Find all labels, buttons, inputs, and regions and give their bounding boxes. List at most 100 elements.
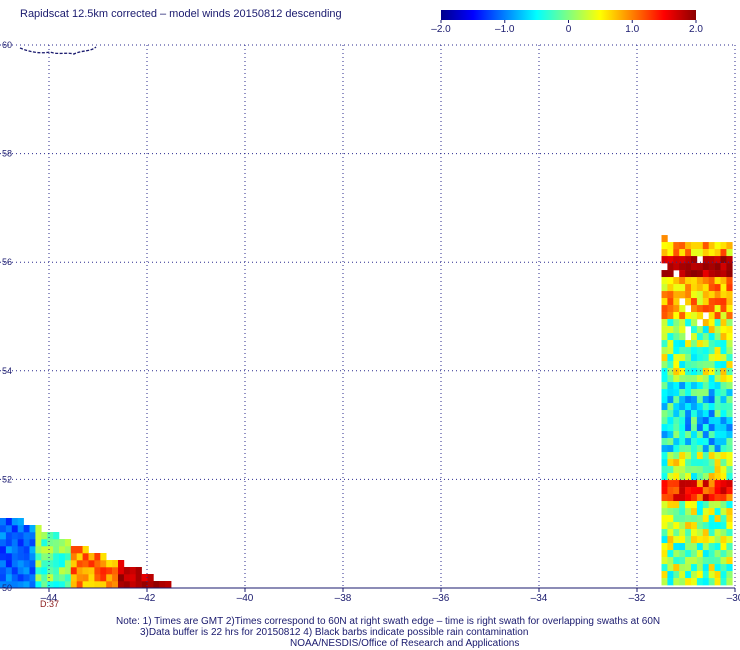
heatmap-cell [720, 368, 727, 376]
heatmap-cell [685, 578, 692, 586]
heatmap-cell [11, 546, 18, 554]
heatmap-cell [708, 508, 715, 516]
heatmap-cell [691, 536, 698, 544]
heatmap-cell [5, 518, 13, 526]
heatmap-cell [714, 326, 721, 334]
heatmap-cell [667, 424, 674, 432]
heatmap-cell [708, 389, 715, 397]
heatmap-cell [702, 291, 709, 299]
heatmap-cell [685, 431, 692, 439]
heatmap-cell [702, 452, 709, 460]
heatmap-cell [661, 347, 668, 355]
heatmap-cell [673, 515, 680, 523]
colorbar-gradient [441, 10, 696, 20]
heatmap-cell [708, 438, 715, 446]
heatmap-cell [708, 249, 715, 257]
heatmap-cell [714, 242, 721, 250]
heatmap-cell [29, 525, 36, 533]
heatmap-cell [679, 389, 686, 397]
heatmap-cell [118, 560, 125, 568]
heatmap-cell [691, 564, 698, 572]
heatmap-cell [696, 578, 704, 586]
heatmap-cell [679, 487, 686, 495]
heatmap-cell [708, 466, 715, 474]
heatmap-cell [112, 560, 119, 568]
heatmap-cell [726, 508, 733, 516]
heatmap-cell [94, 574, 101, 582]
heatmap-cell [679, 417, 686, 425]
heatmap-cell [679, 256, 686, 264]
heatmap-cell [76, 574, 83, 582]
heatmap-cell [726, 417, 733, 425]
heatmap-cell [702, 431, 709, 439]
heatmap-cell [708, 494, 715, 502]
heatmap-cell [17, 553, 24, 561]
heatmap-cell [64, 581, 72, 589]
heatmap-cell [129, 581, 136, 589]
heatmap-cell [667, 256, 674, 264]
heatmap-cell [100, 581, 107, 589]
heatmap-cell [673, 396, 680, 404]
heatmap-cell [696, 529, 704, 537]
heatmap-cell [696, 361, 704, 369]
heatmap-cell [661, 375, 668, 383]
heatmap-cell [11, 567, 18, 575]
heatmap-cell [70, 567, 77, 575]
heatmap-cell [661, 305, 668, 313]
heatmap-cell [17, 567, 24, 575]
heatmap-cell [708, 361, 715, 369]
heatmap-cell [667, 515, 674, 523]
heatmap-cell [667, 410, 674, 418]
heatmap-cell [661, 564, 668, 572]
x-tick-label: –30 [727, 593, 740, 604]
heatmap-cell [47, 560, 54, 568]
heatmap-cell [35, 546, 42, 554]
heatmap-cell [667, 403, 674, 411]
heatmap-cell [708, 536, 715, 544]
heatmap-cell [691, 382, 698, 390]
colorbar-tick-label: 2.0 [689, 24, 703, 35]
heatmap-cell [708, 284, 715, 292]
heatmap-cell [5, 581, 13, 589]
heatmap-cell [714, 319, 721, 327]
heatmap-cell [661, 382, 668, 390]
heatmap-cell [23, 560, 30, 568]
heatmap-cell [667, 389, 674, 397]
heatmap-cell [141, 574, 148, 582]
heatmap-cell [714, 410, 721, 418]
heatmap-cell [29, 532, 36, 540]
heatmap-cell [0, 567, 7, 575]
heatmap-cell [720, 340, 727, 348]
heatmap-cell [673, 445, 680, 453]
heatmap-cell [702, 305, 709, 313]
heatmap-cell [679, 326, 686, 334]
heatmap-cell [667, 361, 674, 369]
heatmap-cell [661, 487, 668, 495]
heatmap-cell [685, 249, 692, 257]
heatmap-cell [720, 550, 727, 558]
heatmap-cell [41, 546, 48, 554]
heatmap-cell [708, 312, 715, 320]
heatmap-cell [691, 550, 698, 558]
heatmap-cell [667, 277, 674, 285]
heatmap-cell [691, 354, 698, 362]
heatmap-cell [59, 539, 66, 547]
heatmap-cell [720, 354, 727, 362]
heatmap-cell [64, 539, 72, 547]
heatmap-cell [720, 578, 727, 586]
heatmap-cell [673, 487, 680, 495]
heatmap-cell [673, 263, 680, 271]
colorbar: –2.0 –1.0 0 1.0 2.0 [431, 10, 703, 35]
heatmap-cell [112, 574, 119, 582]
heatmap-cell [714, 291, 721, 299]
heatmap-cell [661, 529, 668, 537]
heatmap-cell [661, 571, 668, 579]
heatmap-cell [720, 543, 727, 551]
heatmap-cell [23, 567, 30, 575]
heatmap-cell [70, 546, 77, 554]
heatmap-cell [679, 284, 686, 292]
heatmap-cell [679, 382, 686, 390]
heatmap-cell [691, 473, 698, 481]
heatmap-cell [714, 333, 721, 341]
